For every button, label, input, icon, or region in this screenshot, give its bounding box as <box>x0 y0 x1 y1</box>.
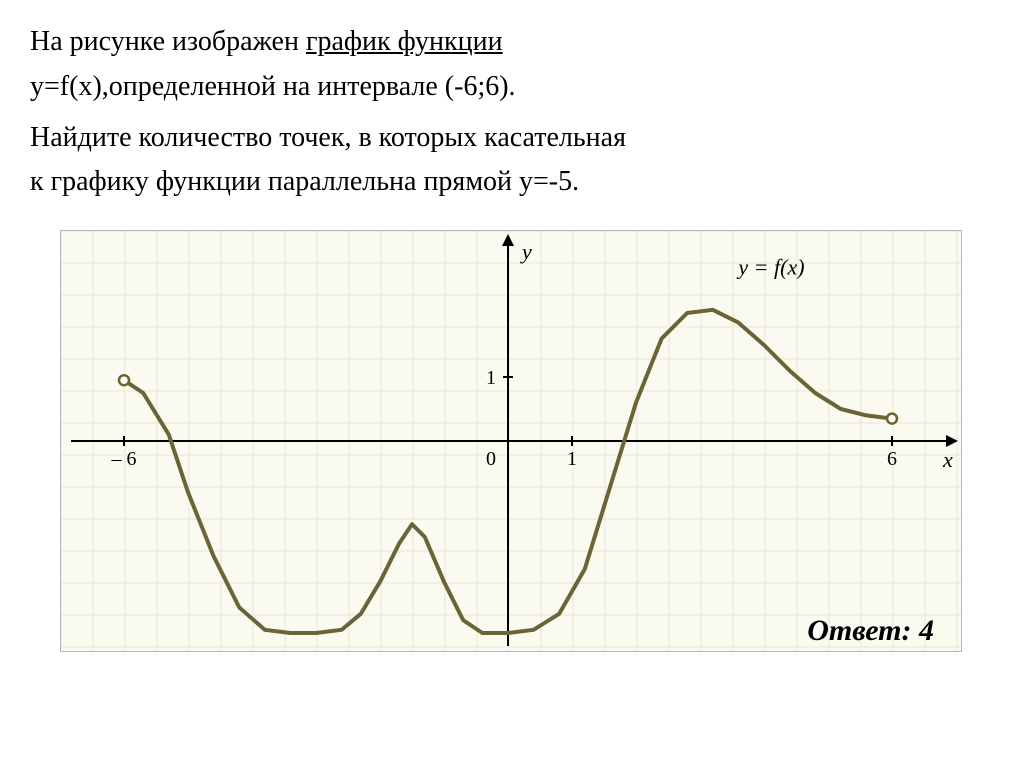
text-part: На рисунке изображен <box>30 26 306 57</box>
svg-text:– 6: – 6 <box>111 448 137 470</box>
problem-line-2: y=f(x),определенной на интервале (-6;6). <box>30 65 994 110</box>
problem-line-4: к графику функции параллельна прямой y=-… <box>30 160 994 205</box>
svg-text:y: y <box>520 239 532 264</box>
problem-line-1: На рисунке изображен график функции <box>30 20 994 65</box>
function-graph: y x – 6 0 1 6 1 y = f(x) <box>60 230 962 652</box>
svg-text:1: 1 <box>486 367 496 389</box>
svg-text:1: 1 <box>567 448 577 470</box>
problem-statement: На рисунке изображен график функции y=f(… <box>30 20 994 205</box>
svg-text:6: 6 <box>887 448 897 470</box>
problem-line-3: Найдите количество точек, в которых каса… <box>30 116 994 161</box>
text-underlined: график функции <box>306 26 503 57</box>
answer-text: Ответ: 4 <box>30 614 994 648</box>
svg-text:y = f(x): y = f(x) <box>736 255 804 280</box>
svg-text:0: 0 <box>486 448 496 470</box>
svg-text:x: x <box>942 447 953 472</box>
